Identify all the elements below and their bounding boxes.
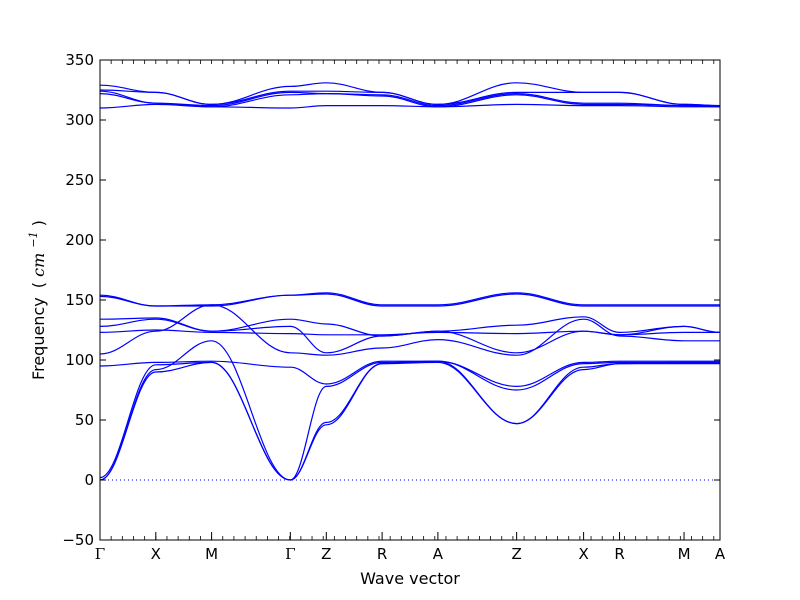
band-line-15 <box>99 82 721 107</box>
y-tick-label: −50 <box>62 531 94 549</box>
band-line-13 <box>99 90 720 107</box>
x-tick-label: Z <box>511 545 521 563</box>
x-tick-label: M <box>205 545 218 563</box>
band-line-4 <box>99 360 720 388</box>
plot-frame <box>99 59 721 541</box>
band-line-12 <box>99 92 721 108</box>
y-tick-label: 200 <box>65 231 94 249</box>
y-axis-label-paren-open: ( <box>29 282 48 288</box>
y-axis-label-paren-close: ) <box>29 220 48 226</box>
x-axis-label: Wave vector <box>360 569 460 588</box>
x-tick-label: X <box>578 545 588 563</box>
y-axis-label-exponent: −1 <box>27 231 40 247</box>
y-tick-label: 0 <box>84 471 94 489</box>
y-tick-label: 50 <box>75 411 94 429</box>
x-tick-label: Γ <box>95 545 105 563</box>
x-tick-label: R <box>377 545 387 563</box>
band-line-2 <box>99 340 720 481</box>
y-tick-label: 350 <box>65 51 94 69</box>
band-line-1 <box>99 361 720 481</box>
y-axis-ticks: −50 0 50 100 150 200 250 300 350 <box>62 51 720 549</box>
band-line-8 <box>99 316 721 337</box>
y-axis-label: Frequency ( cm −1 ) <box>22 220 48 380</box>
band-line-3 <box>99 360 720 481</box>
x-tick-label: A <box>433 545 444 563</box>
y-tick-label: 300 <box>65 111 94 129</box>
band-lines <box>99 82 721 481</box>
x-tick-label: R <box>614 545 624 563</box>
x-tick-label: M <box>678 545 691 563</box>
x-tick-label: Γ <box>285 545 295 563</box>
y-tick-label: 100 <box>65 351 94 369</box>
y-axis-label-unit: cm <box>29 253 48 277</box>
y-tick-label: 250 <box>65 171 94 189</box>
y-tick-label: 150 <box>65 291 94 309</box>
band-line-9 <box>99 293 720 307</box>
band-line-10 <box>99 292 720 307</box>
x-tick-label: A <box>715 545 726 563</box>
y-axis-label-text: Frequency <box>29 297 48 380</box>
x-tick-label: Z <box>321 545 331 563</box>
x-tick-label: X <box>151 545 161 563</box>
